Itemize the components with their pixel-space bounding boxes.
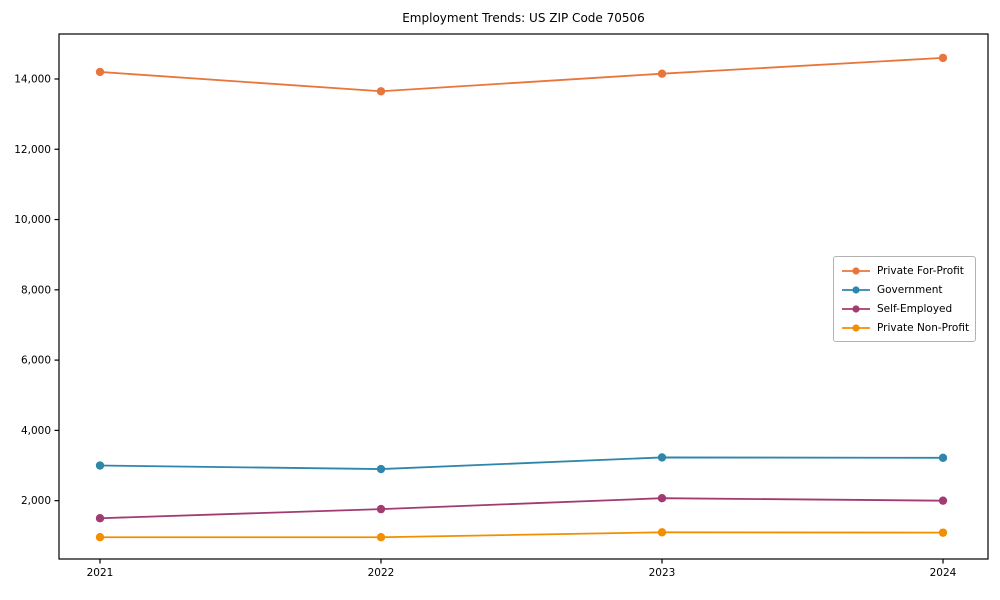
legend-item: Private For-Profit: [841, 261, 969, 280]
legend-label: Private Non-Profit: [877, 321, 970, 334]
data-point: [376, 504, 386, 514]
legend-marker-icon: [842, 266, 870, 275]
data-point: [657, 453, 667, 462]
legend-item: Private Non-Profit: [841, 318, 969, 337]
data-point: [95, 533, 105, 542]
legend-label: Private For-Profit: [877, 264, 964, 277]
data-point: [938, 528, 948, 537]
legend-dot: [852, 285, 860, 294]
legend-item: Government: [841, 280, 969, 299]
data-point: [657, 69, 667, 78]
legend-label: Government: [877, 283, 943, 296]
legend-dot: [852, 323, 860, 332]
plot-border: [58, 33, 989, 560]
data-point: [376, 464, 386, 474]
data-point: [95, 461, 105, 470]
y-tick-label: 10,000: [14, 214, 51, 226]
chart-title: Employment Trends: US ZIP Code 70506: [402, 11, 645, 25]
data-point: [376, 533, 386, 542]
y-tick-label: 4,000: [21, 425, 51, 437]
legend-dot: [852, 304, 860, 313]
x-tick-label: 2023: [649, 567, 676, 579]
series-line: [100, 531, 944, 539]
y-tick-label: 12,000: [14, 144, 51, 156]
x-tick-label: 2021: [87, 567, 114, 579]
legend-marker-icon: [842, 304, 870, 313]
y-tick-label: 14,000: [14, 73, 51, 85]
data-point: [938, 496, 948, 505]
y-tick-label: 6,000: [21, 355, 51, 367]
data-point: [657, 494, 667, 503]
series-line: [99, 56, 944, 93]
data-point: [938, 453, 948, 462]
legend: Private For-Profit Government Self-Employe…: [833, 256, 976, 342]
data-point: [657, 528, 667, 537]
legend-marker-icon: [842, 323, 870, 332]
data-point: [376, 87, 386, 96]
legend-marker-icon: [842, 285, 870, 294]
legend-label: Self-Employed: [877, 302, 953, 315]
data-point: [95, 514, 105, 523]
x-tick-label: 2022: [368, 567, 395, 579]
y-tick-label: 8,000: [21, 284, 51, 296]
y-tick-label: 2,000: [21, 495, 51, 507]
legend-dot: [852, 266, 860, 275]
series-line: [99, 456, 944, 470]
data-point: [95, 67, 105, 77]
series-line: [99, 497, 944, 520]
legend-item: Self-Employed: [841, 299, 969, 318]
data-point: [938, 53, 948, 63]
x-tick-label: 2024: [930, 567, 957, 579]
